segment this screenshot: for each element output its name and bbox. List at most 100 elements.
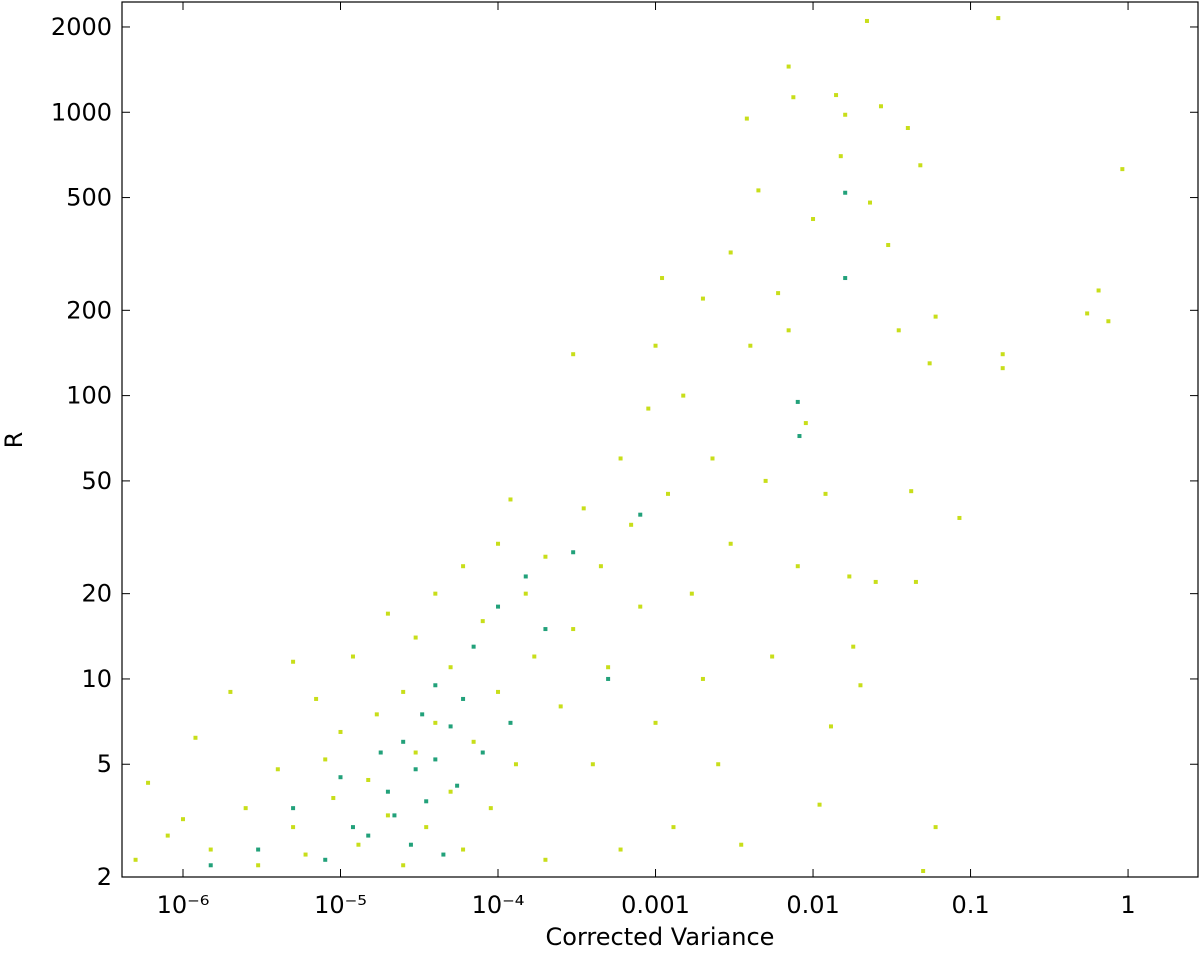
scatter-point: [864, 18, 869, 23]
scatter-point: [441, 852, 446, 857]
scatter-point: [786, 64, 791, 69]
scatter-point: [933, 825, 938, 830]
scatter-point: [314, 696, 319, 701]
scatter-point: [401, 689, 406, 694]
scatter-point: [1120, 167, 1125, 172]
scatter-point: [618, 847, 623, 852]
y-tick-label: 100: [66, 382, 112, 410]
scatter-point: [331, 796, 336, 801]
scatter-point: [496, 604, 501, 609]
scatter-point: [401, 863, 406, 868]
scatter-point: [448, 665, 453, 670]
scatter-point: [921, 868, 926, 873]
scatter-point: [933, 314, 938, 319]
scatter-point: [646, 406, 651, 411]
scatter-point: [843, 112, 848, 117]
scatter-point: [275, 767, 280, 772]
x-axis-label: Corrected Variance: [546, 923, 775, 951]
scatter-point: [413, 750, 418, 755]
scatter-point: [671, 825, 676, 830]
scatter-point: [356, 842, 361, 847]
y-tick-label: 200: [66, 296, 112, 324]
scatter-point: [795, 399, 800, 404]
scatter-point: [256, 847, 261, 852]
scatter-point: [433, 591, 438, 596]
scatter-point: [763, 478, 768, 483]
scatter-point: [786, 328, 791, 333]
scatter-point: [228, 689, 233, 694]
scatter-point: [653, 343, 658, 348]
scatter-point: [909, 489, 914, 494]
scatter-point: [868, 200, 873, 205]
scatter-point: [532, 654, 537, 659]
scatter-point: [817, 802, 822, 807]
y-tick-label: 2000: [51, 13, 112, 41]
scatter-point: [448, 789, 453, 794]
x-tick-label: 1: [1120, 891, 1135, 919]
scatter-point: [728, 541, 733, 546]
scatter-point: [918, 163, 923, 168]
scatter-point: [838, 154, 843, 159]
scatter-point: [629, 522, 634, 527]
scatter-point: [461, 564, 466, 569]
scatter-point: [291, 825, 296, 830]
scatter-point: [571, 550, 576, 555]
scatter-point: [461, 847, 466, 852]
scatter-point: [338, 729, 343, 734]
scatter-point: [291, 659, 296, 664]
scatter-point: [480, 619, 485, 624]
scatter-point: [660, 276, 665, 281]
x-tick-label: 10⁻⁶: [157, 891, 210, 919]
y-tick-label: 2: [97, 863, 112, 891]
scatter-point: [571, 352, 576, 357]
scatter-point: [770, 654, 775, 659]
scatter-point: [323, 757, 328, 762]
scatter-point: [858, 683, 863, 688]
scatter-point: [847, 574, 852, 579]
scatter-point: [401, 739, 406, 744]
scatter-point: [543, 627, 548, 632]
scatter-point: [338, 775, 343, 780]
scatter-point: [523, 574, 528, 579]
scatter-point: [133, 857, 138, 862]
scatter-point: [581, 506, 586, 511]
scatter-point: [851, 644, 856, 649]
scatter-point: [896, 328, 901, 333]
scatter-point: [256, 863, 261, 868]
scatter-point: [461, 696, 466, 701]
scatter-point: [1096, 288, 1101, 293]
scatter-point: [1106, 319, 1111, 324]
y-tick-label: 500: [66, 184, 112, 212]
scatter-point: [378, 750, 383, 755]
scatter-point: [795, 564, 800, 569]
scatter-point: [558, 704, 563, 709]
scatter-point: [420, 712, 425, 717]
scatter-point: [776, 291, 781, 296]
scatter-point: [180, 817, 185, 822]
scatter-point: [797, 434, 802, 439]
scatter-point: [424, 825, 429, 830]
scatter-point: [480, 750, 485, 755]
scatter-point: [744, 116, 749, 121]
scatter-point: [957, 515, 962, 520]
scatter-point: [433, 720, 438, 725]
scatter-point: [350, 654, 355, 659]
scatter-point: [323, 857, 328, 862]
scatter-point: [1000, 366, 1005, 371]
scatter-point: [873, 579, 878, 584]
scatter-point: [811, 217, 816, 222]
scatter-point: [905, 125, 910, 130]
x-tick-label: 10⁻⁵: [314, 891, 367, 919]
scatter-point: [638, 604, 643, 609]
y-axis-label: R: [0, 432, 28, 449]
scatter-point: [716, 762, 721, 767]
scatter-point: [638, 512, 643, 517]
scatter-point: [1085, 311, 1090, 316]
scatter-point: [927, 361, 932, 366]
scatter-point: [424, 799, 429, 804]
scatter-point: [471, 644, 476, 649]
scatter-point: [508, 497, 513, 502]
scatter-point: [523, 591, 528, 596]
scatter-point: [496, 689, 501, 694]
